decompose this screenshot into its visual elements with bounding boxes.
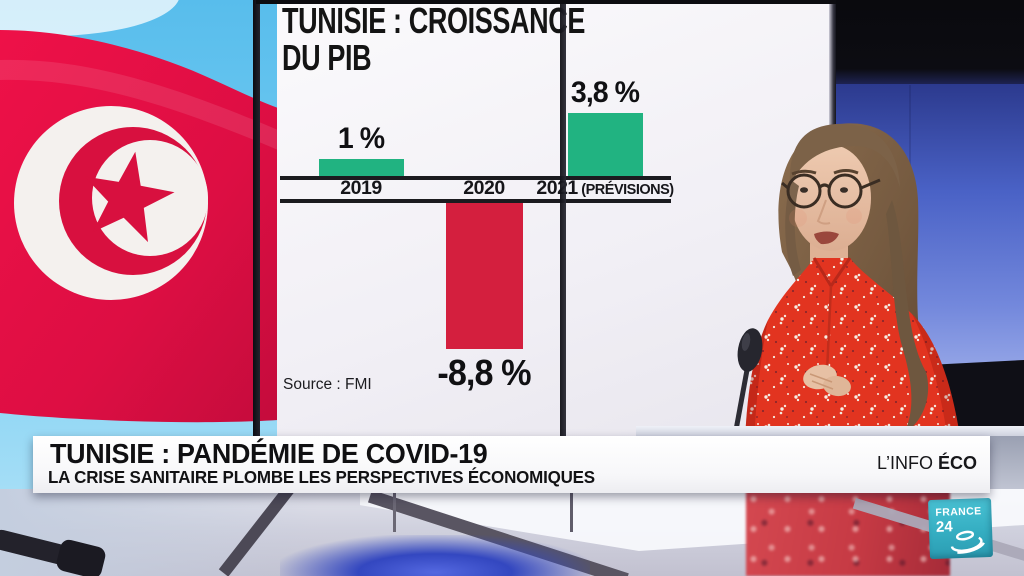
desk-edge-strip: [636, 426, 1024, 438]
screen-bezel-lower: [570, 492, 573, 532]
logo-france-text: FRANCE: [935, 505, 982, 519]
microphone-pole: [733, 369, 750, 431]
tunisia-flag-graphic: [0, 0, 278, 494]
studio-desk-area: FRANCE 24: [0, 482, 1024, 576]
chart-source: Source : FMI: [283, 376, 372, 393]
bar-2021: [567, 113, 643, 176]
banner-title: TUNISIE : PANDÉMIE DE COVID-19: [50, 438, 488, 469]
desk-blue-glow: [280, 535, 590, 576]
presenter-glasses: [781, 173, 881, 209]
bar-value-label: -8,8 %: [437, 351, 531, 393]
logo-24-text: 24: [936, 518, 954, 536]
hand-finger-lines: [809, 373, 834, 390]
lower-third-banner: TUNISIE : PANDÉMIE DE COVID-19 LA CRISE …: [33, 436, 990, 493]
blouse-placket: [825, 285, 833, 373]
flag-star: [84, 151, 175, 243]
france24-logo: FRANCE 24: [927, 497, 994, 560]
presenter-eye-right: [840, 187, 848, 193]
category-label: 2021 (PRÉVISIONS): [536, 177, 674, 199]
presenter-eyebrow-left: [791, 169, 817, 176]
presenter-fringe: [789, 123, 900, 188]
bar-2020: [445, 202, 523, 349]
flag-light-glare: [0, 0, 179, 36]
presenter-eyebrow-right: [833, 169, 859, 175]
presenter-eye-left: [800, 187, 808, 193]
studio-right-gap: [988, 436, 1024, 492]
chart-title: TUNISIE : CROISSANCE DU PIB: [282, 2, 585, 76]
presenter: [733, 123, 966, 492]
bar-2019: [318, 159, 404, 176]
bar-value-label: 3,8 %: [570, 76, 640, 109]
chart-title-line2: DU PIB: [282, 37, 372, 78]
presenter-hair-strand: [785, 180, 801, 276]
presenter-blush-left: [789, 209, 807, 227]
screen-bezel-left: [253, 0, 260, 492]
banner-subtitle: LA CRISE SANITAIRE PLOMBE LES PERSPECTIV…: [48, 467, 595, 487]
presenter-blush-right: [846, 208, 862, 224]
microphone-highlight: [741, 333, 751, 351]
logo-swirl-icon: [950, 530, 985, 554]
presenter-lower-body: [746, 490, 950, 576]
presenter-mouth: [814, 231, 839, 245]
program-label-bold: ÉCO: [937, 453, 977, 473]
desk-support-line: [393, 490, 396, 532]
bar-value-label: 1 %: [337, 122, 385, 155]
flag-fold-sheen: [0, 59, 278, 150]
studio-backdrop-black: [836, 0, 1024, 86]
axis-line-bottom: [280, 199, 671, 203]
chart-title-line1: TUNISIE : CROISSANCE: [282, 0, 586, 41]
program-label: L’INFO ÉCO: [877, 453, 977, 474]
category-label: 2019: [340, 177, 382, 199]
presenter-hair-front-right: [886, 200, 929, 434]
presenter-nose: [816, 199, 831, 225]
program-label-regular: L’INFO: [876, 453, 933, 473]
axis-line-top: [280, 176, 671, 180]
tunisia-flag: [0, 0, 278, 494]
category-label: 2020: [463, 177, 505, 199]
screen-bezel-middle: [560, 0, 566, 492]
screen-bezel-top: [256, 0, 836, 4]
